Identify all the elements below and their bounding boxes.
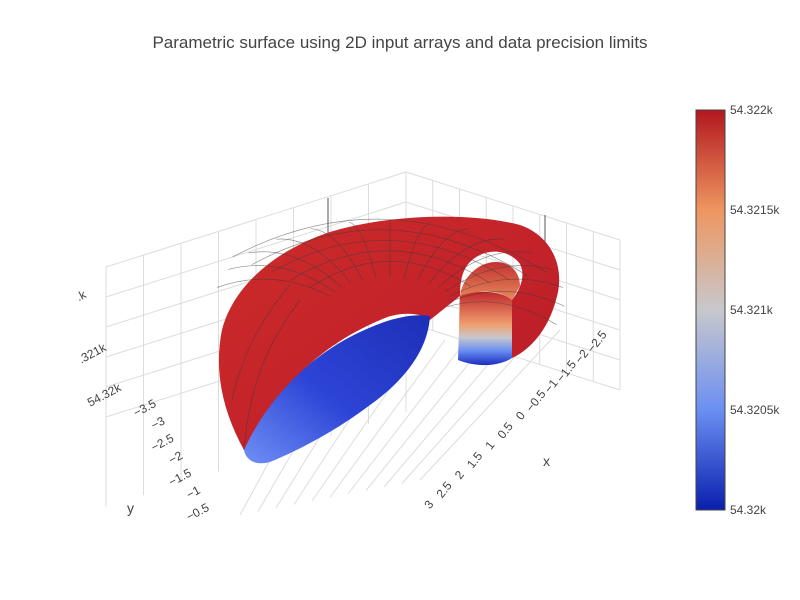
colorbar[interactable]: 54.322k 54.3215k 54.321k 54.3205k 54.32k (695, 103, 780, 517)
chart-title: Parametric surface using 2D input arrays… (152, 33, 648, 52)
colorbar-tick-label: 54.3215k (730, 203, 780, 217)
y-tick-label: −2 (166, 448, 185, 467)
surface-bottom[interactable] (244, 315, 430, 464)
colorbar-tick-label: 54.32k (730, 503, 767, 517)
z-tick-label: 54.32k (85, 380, 124, 410)
x-tick-label: 2 (452, 468, 467, 482)
colorbar-tick-label: 54.3205k (730, 403, 780, 417)
x-tick-label: 3 (421, 497, 436, 511)
x-tick-label: 0.5 (495, 419, 517, 441)
y-tick-label: −3 (149, 413, 168, 432)
y-axis-label: y (127, 500, 134, 516)
x-tick-label: 1 (482, 438, 497, 452)
z-tick-label: .k (74, 287, 90, 304)
surface-mesh (217, 218, 565, 451)
colorbar-ticks: 54.322k 54.3215k 54.321k 54.3205k 54.32k (730, 103, 780, 517)
z-axis-ticks: .k .321k 54.32k (74, 287, 125, 410)
surface-hole-inner (460, 262, 520, 300)
x-tick-label: −2.5 (584, 328, 610, 356)
x-tick-label: 1.5 (464, 449, 486, 471)
colorbar-scale[interactable] (695, 109, 726, 511)
x-axis-label: x (543, 453, 550, 469)
colorbar-tick-label: 54.321k (730, 303, 774, 317)
z-tick-label: .321k (76, 340, 109, 367)
colorbar-tick-label: 54.322k (730, 103, 774, 117)
x-tick-label: 0 (513, 408, 528, 422)
y-tick-label: −1 (184, 483, 203, 502)
parametric-surface[interactable] (217, 216, 565, 464)
x-tick-label: 2.5 (433, 479, 455, 501)
y-tick-label: −0.5 (184, 500, 212, 524)
surface-end-cap[interactable] (458, 291, 512, 366)
